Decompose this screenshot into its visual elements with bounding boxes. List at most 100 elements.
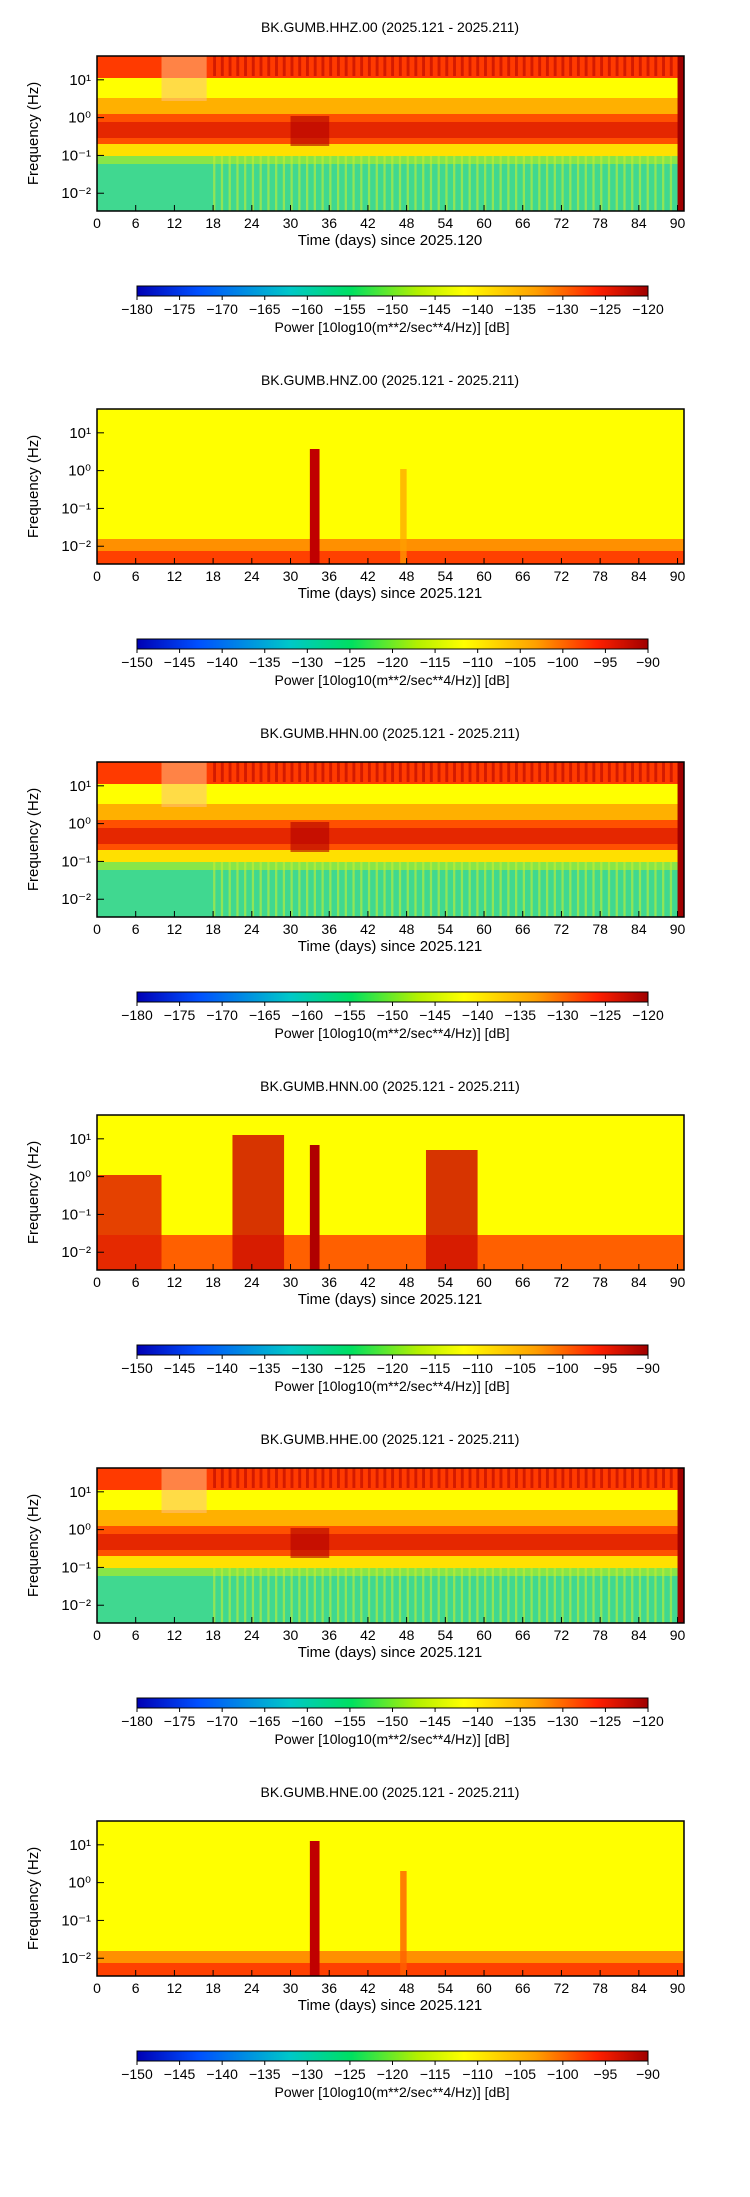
x-tick-label: 78 bbox=[592, 215, 608, 231]
x-tick-label: 66 bbox=[515, 215, 531, 231]
x-tick-label: 30 bbox=[283, 1980, 299, 1996]
spectrogram-heatmap bbox=[97, 409, 684, 564]
colorbar-tick-label: −130 bbox=[547, 1713, 579, 1729]
colorbar-tick-label: −145 bbox=[164, 2066, 196, 2082]
x-tick-label: 48 bbox=[399, 1980, 415, 1996]
y-tick-label: 10⁻¹ bbox=[61, 1559, 91, 1576]
colorbar-tick-label: −130 bbox=[292, 1360, 324, 1376]
x-axis-label: Time (days) since 2025.121 bbox=[298, 1291, 483, 1308]
x-axis-label: Time (days) since 2025.121 bbox=[298, 1644, 483, 1661]
x-tick-label: 30 bbox=[283, 1274, 299, 1290]
chart-title: BK.GUMB.HNN.00 (2025.121 - 2025.211) bbox=[260, 1078, 520, 1094]
colorbar-tick-label: −140 bbox=[462, 301, 494, 317]
colorbar-tick-label: −125 bbox=[590, 1007, 622, 1023]
y-tick-label: 10⁻² bbox=[61, 1244, 91, 1261]
y-axis-label: Frequency (Hz) bbox=[25, 1494, 42, 1597]
chart-title: BK.GUMB.HHN.00 (2025.121 - 2025.211) bbox=[260, 725, 520, 741]
y-tick-label: 10⁻² bbox=[61, 1597, 91, 1614]
colorbar-tick-label: −90 bbox=[636, 2066, 660, 2082]
colorbar-tick-label: −130 bbox=[547, 1007, 579, 1023]
x-tick-label: 72 bbox=[554, 1274, 570, 1290]
x-tick-label: 60 bbox=[476, 1980, 492, 1996]
colorbar-tick-label: −105 bbox=[504, 1360, 536, 1376]
colorbar bbox=[136, 1344, 649, 1356]
y-tick-label: 10¹ bbox=[69, 1131, 91, 1148]
x-axis-label: Time (days) since 2025.121 bbox=[298, 1997, 483, 2014]
x-tick-label: 0 bbox=[93, 1980, 101, 1996]
y-tick-label: 10¹ bbox=[69, 1484, 91, 1501]
y-tick-label: 10⁻² bbox=[61, 891, 91, 908]
x-tick-label: 48 bbox=[399, 1627, 415, 1643]
colorbar-tick-label: −165 bbox=[249, 301, 281, 317]
x-tick-label: 30 bbox=[283, 215, 299, 231]
colorbar-tick-label: −135 bbox=[504, 1007, 536, 1023]
x-axis-label: Time (days) since 2025.121 bbox=[298, 585, 483, 602]
y-tick-label: 10⁻¹ bbox=[61, 1206, 91, 1223]
y-tick-label: 10¹ bbox=[69, 1837, 91, 1854]
x-tick-label: 18 bbox=[205, 921, 221, 937]
colorbar-tick-label: −135 bbox=[249, 2066, 281, 2082]
colorbar-tick-label: −120 bbox=[377, 2066, 409, 2082]
x-tick-label: 42 bbox=[360, 921, 376, 937]
y-tick-label: 10⁻¹ bbox=[61, 853, 91, 870]
colorbar-tick-label: −140 bbox=[206, 2066, 238, 2082]
x-tick-label: 78 bbox=[592, 568, 608, 584]
colorbar-tick-label: −165 bbox=[249, 1713, 281, 1729]
x-tick-label: 78 bbox=[592, 921, 608, 937]
y-tick-label: 10⁰ bbox=[68, 110, 91, 127]
colorbar-tick-label: −135 bbox=[249, 654, 281, 670]
x-tick-label: 54 bbox=[438, 568, 454, 584]
x-tick-label: 66 bbox=[515, 568, 531, 584]
colorbar-tick-label: −175 bbox=[164, 301, 196, 317]
colorbar-tick-label: −105 bbox=[504, 2066, 536, 2082]
colorbar-tick-label: −115 bbox=[420, 654, 451, 670]
x-tick-label: 84 bbox=[631, 921, 647, 937]
x-tick-label: 30 bbox=[283, 568, 299, 584]
x-tick-label: 30 bbox=[283, 1627, 299, 1643]
y-tick-label: 10⁰ bbox=[68, 1875, 91, 1892]
colorbar-tick-label: −165 bbox=[249, 1007, 281, 1023]
x-tick-label: 48 bbox=[399, 215, 415, 231]
spectrogram-heatmap bbox=[97, 56, 684, 211]
y-tick-label: 10⁻¹ bbox=[61, 500, 91, 517]
colorbar-label: Power [10log10(m**2/sec**4/Hz)] [dB] bbox=[275, 1378, 510, 1394]
spectrogram-heatmap bbox=[97, 762, 684, 917]
x-tick-label: 36 bbox=[321, 921, 337, 937]
x-tick-label: 48 bbox=[399, 568, 415, 584]
y-axis-label: Frequency (Hz) bbox=[25, 1847, 42, 1950]
x-tick-label: 42 bbox=[360, 1274, 376, 1290]
x-tick-label: 12 bbox=[167, 921, 183, 937]
x-axis-label: Time (days) since 2025.120 bbox=[298, 232, 483, 249]
colorbar-tick-label: −150 bbox=[121, 1360, 153, 1376]
colorbar-tick-label: −145 bbox=[419, 301, 451, 317]
x-tick-label: 24 bbox=[244, 568, 260, 584]
colorbar-tick-label: −170 bbox=[206, 301, 238, 317]
chart-title: BK.GUMB.HNE.00 (2025.121 - 2025.211) bbox=[261, 1784, 520, 1800]
x-tick-label: 60 bbox=[476, 1627, 492, 1643]
colorbar-tick-label: −120 bbox=[632, 1007, 664, 1023]
x-tick-label: 36 bbox=[321, 215, 337, 231]
x-tick-label: 18 bbox=[205, 215, 221, 231]
x-tick-label: 24 bbox=[244, 1627, 260, 1643]
x-tick-label: 36 bbox=[321, 1627, 337, 1643]
colorbar-tick-label: −155 bbox=[334, 1007, 366, 1023]
x-tick-label: 6 bbox=[132, 215, 140, 231]
colorbar-tick-label: −155 bbox=[334, 1713, 366, 1729]
colorbar-tick-label: −120 bbox=[377, 1360, 409, 1376]
colorbar-tick-label: −140 bbox=[462, 1713, 494, 1729]
panel-1: BK.GUMB.HHZ.00 (2025.121 - 2025.211) 0 6 12… bbox=[25, 19, 686, 335]
x-tick-label: 60 bbox=[476, 921, 492, 937]
colorbar bbox=[136, 2050, 649, 2062]
colorbar-tick-label: −125 bbox=[334, 2066, 366, 2082]
colorbar-tick-label: −120 bbox=[377, 654, 409, 670]
x-tick-label: 42 bbox=[360, 568, 376, 584]
colorbar bbox=[136, 285, 649, 297]
colorbar-tick-label: −100 bbox=[547, 1360, 579, 1376]
plot-frame bbox=[96, 761, 685, 918]
colorbar-label: Power [10log10(m**2/sec**4/Hz)] [dB] bbox=[275, 1025, 510, 1041]
x-tick-label: 0 bbox=[93, 1627, 101, 1643]
spectrogram-heatmap bbox=[97, 1115, 684, 1270]
x-tick-label: 54 bbox=[438, 215, 454, 231]
x-tick-label: 66 bbox=[515, 921, 531, 937]
